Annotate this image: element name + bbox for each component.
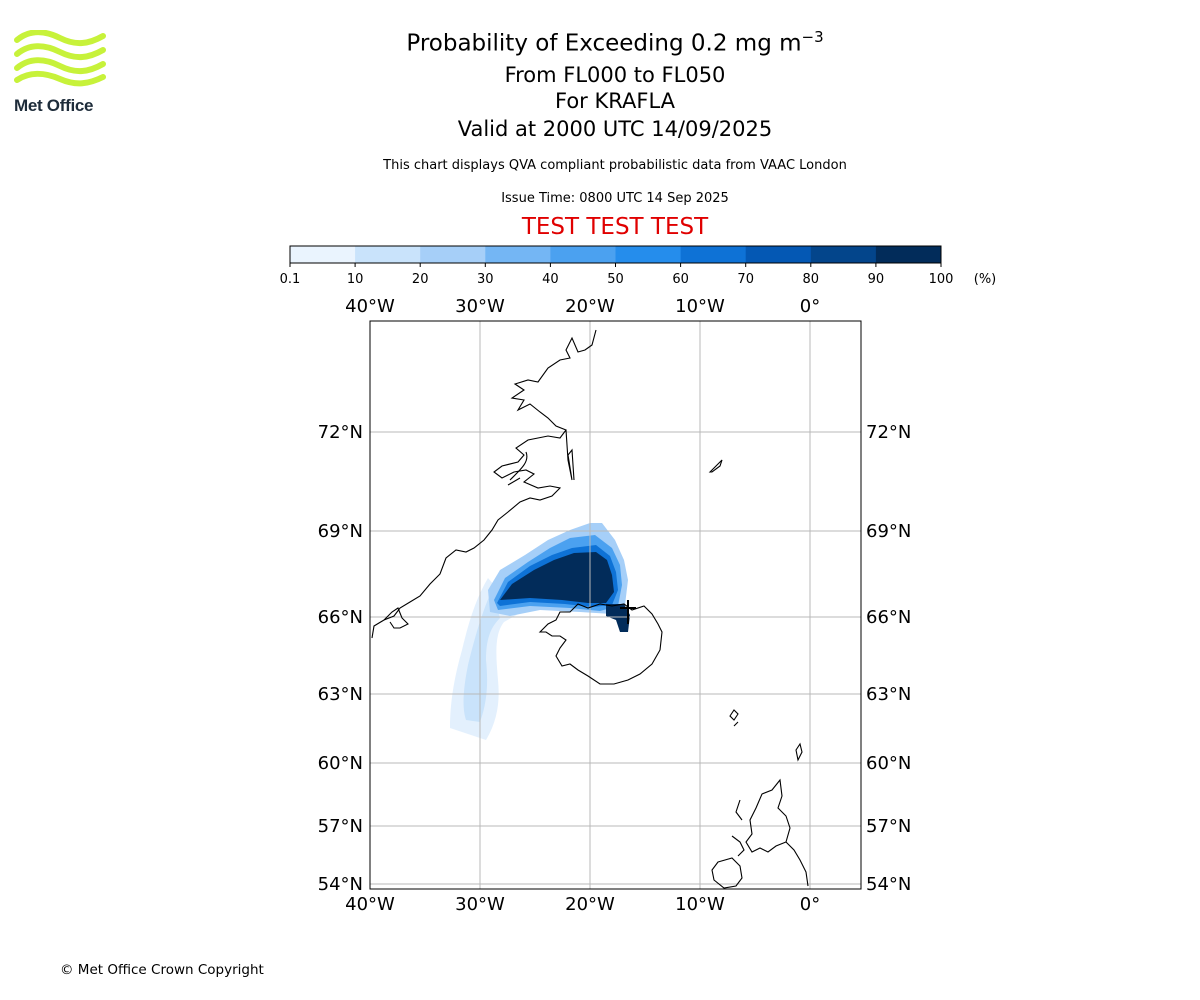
colorbar-tick-label: 90: [868, 272, 885, 287]
latitude-label: 72°N: [866, 422, 911, 443]
colorbar-tick-label: 20: [412, 272, 429, 287]
shetland-coastline: [795, 742, 803, 762]
greenland-fjord: [565, 429, 575, 481]
met-office-logo: Met Office: [14, 29, 106, 116]
latitude-labels-left: 72°N 69°N 66°N 63°N 60°N 57°N 54°N: [318, 422, 363, 895]
latitude-label: 72°N: [318, 422, 363, 443]
longitude-label: 40°W: [345, 894, 395, 915]
colorbar-swatch: [485, 246, 551, 263]
colorbar-tick-label: 30: [477, 272, 494, 287]
longitude-labels-bottom: 40°W 30°W 20°W 10°W 0°: [345, 894, 820, 915]
colorbar-swatch: [810, 246, 877, 263]
longitude-label: 0°: [800, 894, 820, 915]
longitude-label: 0°: [800, 296, 820, 317]
flight-level-range: From FL000 to FL050: [504, 63, 726, 87]
colorbar-swatch: [875, 246, 942, 263]
colorbar-swatch: [745, 246, 812, 263]
colorbar-tick-label: 0.1: [280, 272, 301, 287]
latitude-label: 63°N: [318, 684, 363, 705]
latitude-label: 60°N: [318, 753, 363, 774]
scotland-coastline: [745, 778, 791, 853]
latitude-label: 69°N: [866, 521, 911, 542]
colorbar-tick-label: 50: [607, 272, 624, 287]
greenland-coastline: [371, 329, 597, 639]
latitude-label: 66°N: [866, 607, 911, 628]
issue-time: Issue Time: 0800 UTC 14 Sep 2025: [501, 191, 729, 206]
chart-title-text: Probability of Exceeding 0.2 mg m: [406, 30, 802, 57]
faroe-islands-coastline: [729, 709, 739, 727]
colorbar-tick-label: 80: [803, 272, 820, 287]
coastlines: [371, 329, 809, 889]
longitude-label: 10°W: [675, 296, 725, 317]
map-frame: [369, 320, 862, 890]
colorbar-swatch: [550, 246, 616, 263]
longitude-label: 30°W: [455, 894, 505, 915]
colorbar-unit: (%): [974, 272, 997, 287]
valid-time: Valid at 2000 UTC 14/09/2025: [457, 117, 773, 141]
chart-title-exponent: −3: [801, 28, 824, 46]
colorbar-tick-label: 10: [347, 272, 364, 287]
latitude-label: 66°N: [318, 607, 363, 628]
longitude-label: 20°W: [565, 894, 615, 915]
colorbar-swatch: [290, 246, 356, 263]
colorbar-swatch: [615, 246, 682, 263]
ash-region-90: [500, 552, 614, 603]
map: 40°W 30°W 20°W 10°W 0° 40°W 30°W 20°W 10°W 0° 72…: [318, 296, 912, 915]
longitude-labels-top: 40°W 30°W 20°W 10°W 0°: [345, 296, 820, 317]
hebrides-coastline: [731, 799, 745, 857]
met-office-waves-icon: [14, 29, 106, 87]
colorbar-tick-label: 40: [542, 272, 559, 287]
latitude-labels-right: 72°N 69°N 66°N 63°N 60°N 57°N 54°N: [866, 422, 911, 895]
test-banner: TEST TEST TEST: [521, 214, 709, 240]
volcano-name: For KRAFLA: [555, 89, 675, 113]
krafla-volcano-marker: [620, 600, 636, 624]
latitude-label: 57°N: [866, 816, 911, 837]
latitude-label: 54°N: [866, 874, 911, 895]
copyright-notice: © Met Office Crown Copyright: [60, 962, 264, 978]
colorbar-swatch: [680, 246, 747, 263]
ash-region-90: [606, 604, 630, 632]
longitude-label: 20°W: [565, 296, 615, 317]
longitude-label: 10°W: [675, 894, 725, 915]
jan-mayen-coastline: [708, 459, 723, 473]
greenland-southeast-islands: [383, 607, 409, 629]
latitude-label: 60°N: [866, 753, 911, 774]
latitude-label: 54°N: [318, 874, 363, 895]
greenland-inlet: [507, 451, 528, 486]
colorbar-tick-label: 70: [737, 272, 754, 287]
colorbar: 0.1 10 20 30 40 50 60 70 80 90 100 (%): [280, 245, 997, 287]
latitude-label: 69°N: [318, 521, 363, 542]
chart-title: Probability of Exceeding 0.2 mg m−3: [0, 28, 1200, 57]
longitude-label: 30°W: [455, 296, 505, 317]
ash-region-low: [463, 590, 500, 722]
logo-text: Met Office: [14, 96, 94, 115]
latitude-label: 63°N: [866, 684, 911, 705]
england-coastline: [785, 841, 809, 887]
colorbar-tick-label: 60: [672, 272, 689, 287]
latitude-label: 57°N: [318, 816, 363, 837]
longitude-label: 40°W: [345, 296, 395, 317]
colorbar-ticks: 0.1 10 20 30 40 50 60 70 80 90 100: [280, 263, 954, 287]
colorbar-swatches: [290, 246, 942, 263]
ireland-coastline: [711, 857, 743, 889]
iceland-coastline: [538, 603, 663, 685]
colorbar-swatch: [355, 246, 421, 263]
chart-description: This chart displays QVA compliant probab…: [383, 158, 847, 173]
colorbar-tick-label: 100: [929, 272, 954, 287]
colorbar-swatch: [420, 246, 486, 263]
